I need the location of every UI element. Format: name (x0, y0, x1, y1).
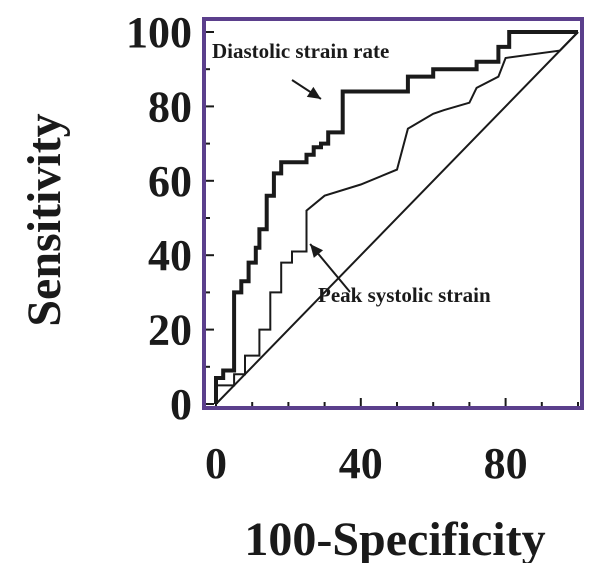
x-tick-label: 80 (484, 439, 528, 488)
series-layer (214, 30, 579, 405)
y-axis-title: Sensitivity (18, 113, 71, 326)
plot-frame (202, 17, 584, 410)
x-axis-title: 100-Specificity (244, 513, 545, 563)
annotation-peak-systolic-strain: Peak systolic strain (318, 283, 491, 307)
y-tick-label: 100 (126, 8, 192, 57)
reference-diagonal-line (215, 31, 579, 405)
series-line-diastolic-strain-rate (214, 30, 578, 404)
annotation-diastolic-strain-rate: Diastolic strain rate (212, 39, 389, 63)
y-tick-label: 60 (148, 157, 192, 206)
annotation-arrows (291, 79, 351, 293)
y-tick-label: 0 (170, 380, 192, 429)
annotation-arrowhead (306, 86, 321, 99)
series-line-peak-systolic-strain (215, 31, 579, 404)
tick-labels: 0 40 80 0 20 40 60 80 100 (126, 8, 528, 488)
y-tick-label: 20 (148, 306, 192, 355)
y-tick-label: 80 (148, 82, 192, 131)
annotation-arrowhead (310, 244, 324, 258)
x-tick-label: 40 (339, 439, 383, 488)
y-tick-label: 40 (148, 231, 192, 280)
x-tick-label: 0 (205, 439, 227, 488)
